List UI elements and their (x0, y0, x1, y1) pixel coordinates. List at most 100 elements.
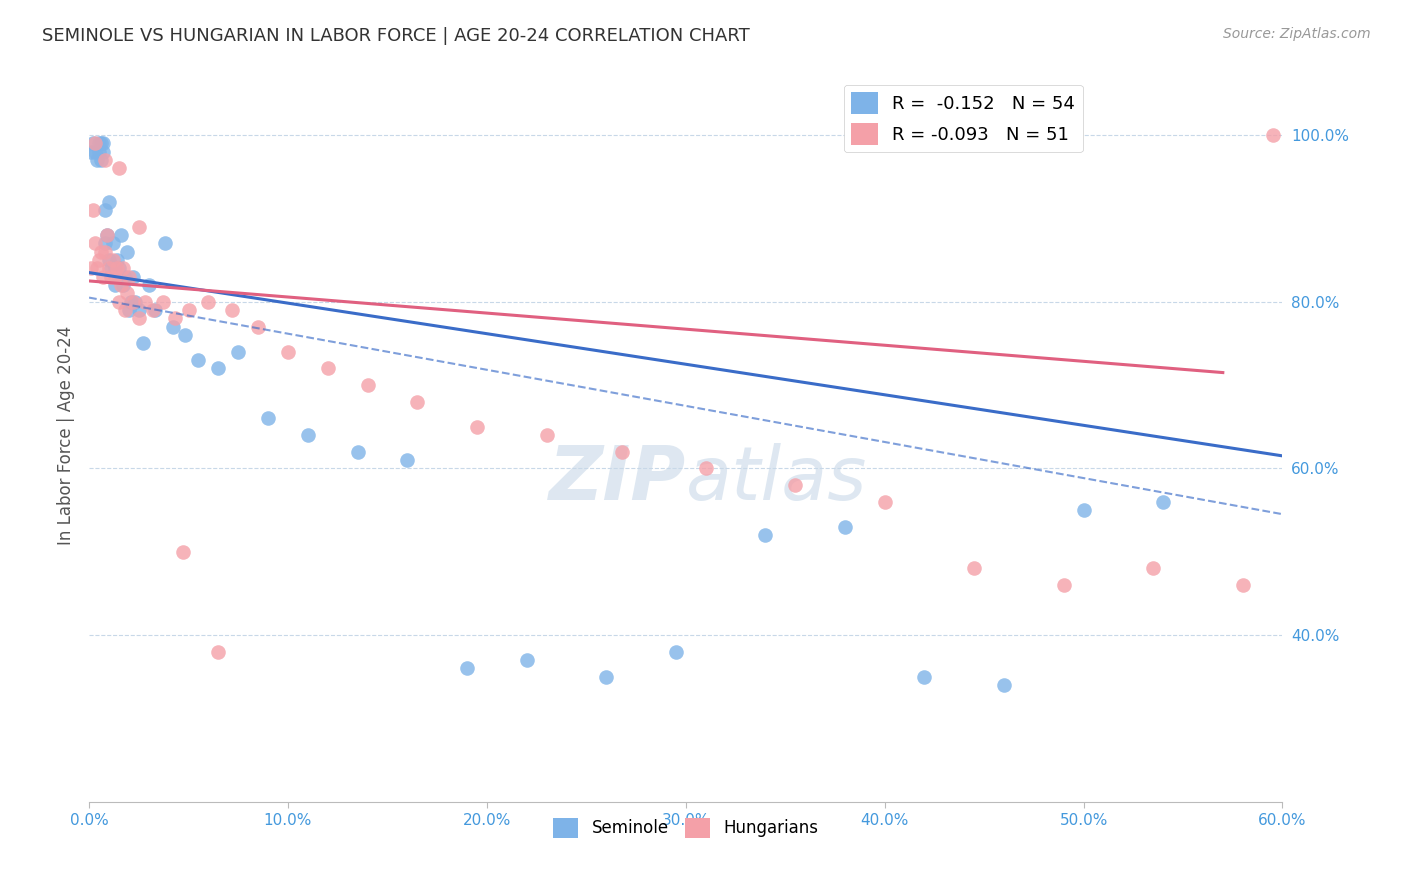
Point (536, 428, 558, 442)
Point (456, 661, 478, 675)
Point (96, 228, 118, 243)
Point (138, 278, 160, 293)
Point (101, 253, 124, 268)
Point (87, 253, 110, 268)
Point (914, 670, 936, 684)
Point (665, 645, 688, 659)
Point (108, 294, 131, 309)
Point (197, 294, 219, 309)
Point (115, 244, 138, 259)
Point (90, 244, 112, 259)
Point (94, 153, 117, 168)
Point (91, 145, 114, 159)
Point (120, 294, 142, 309)
Point (754, 528, 776, 542)
Point (247, 319, 270, 334)
Point (695, 461, 717, 475)
Point (114, 269, 136, 284)
Point (406, 394, 429, 409)
Point (94, 244, 117, 259)
Point (94, 203, 117, 218)
Point (84, 145, 107, 159)
Point (104, 278, 127, 293)
Point (104, 269, 127, 284)
Point (785, 478, 807, 492)
Point (110, 228, 132, 243)
Point (121, 269, 143, 284)
Point (90, 153, 112, 168)
Point (187, 353, 209, 368)
Point (100, 261, 122, 276)
Point (173, 328, 195, 343)
Point (316, 361, 339, 376)
Point (96, 228, 118, 243)
Point (993, 678, 1015, 692)
Point (143, 303, 166, 318)
Point (152, 294, 174, 309)
Point (97, 253, 120, 268)
Point (1142, 561, 1164, 575)
Point (465, 419, 488, 434)
Point (356, 378, 378, 392)
Point (108, 269, 131, 284)
Point (257, 411, 280, 425)
Point (91, 136, 114, 151)
Point (110, 278, 132, 293)
Point (121, 294, 143, 309)
Point (207, 361, 229, 376)
Text: SEMINOLE VS HUNGARIAN IN LABOR FORCE | AGE 20-24 CORRELATION CHART: SEMINOLE VS HUNGARIAN IN LABOR FORCE | A… (42, 27, 749, 45)
Point (111, 278, 134, 293)
Point (207, 645, 229, 659)
Point (595, 670, 617, 684)
Point (1053, 578, 1076, 592)
Point (834, 519, 856, 533)
Point (108, 261, 131, 276)
Point (297, 428, 319, 442)
Point (87, 136, 110, 151)
Point (104, 261, 127, 276)
Point (86, 153, 108, 168)
Point (105, 253, 128, 268)
Point (118, 303, 141, 318)
Point (105, 261, 128, 276)
Point (86, 261, 108, 276)
Text: Source: ZipAtlas.com: Source: ZipAtlas.com (1223, 27, 1371, 41)
Point (100, 269, 122, 284)
Point (172, 544, 194, 558)
Point (111, 261, 134, 276)
Point (80, 145, 103, 159)
Point (221, 303, 243, 318)
Point (115, 286, 138, 301)
Point (128, 311, 150, 326)
Point (516, 653, 538, 667)
Point (101, 236, 124, 251)
Point (134, 294, 156, 309)
Point (114, 303, 136, 318)
Point (80, 261, 103, 276)
Point (84, 136, 107, 151)
Point (153, 236, 176, 251)
Point (82, 203, 104, 218)
Point (226, 344, 249, 359)
Point (396, 453, 419, 467)
Point (177, 303, 200, 318)
Point (163, 311, 186, 326)
Point (90, 136, 112, 151)
Point (128, 219, 150, 234)
Point (346, 444, 368, 458)
Point (1232, 578, 1254, 592)
Point (132, 336, 155, 351)
Point (1261, 128, 1284, 143)
Point (610, 444, 633, 458)
Point (108, 161, 131, 176)
Point (128, 303, 150, 318)
Y-axis label: In Labor Force | Age 20-24: In Labor Force | Age 20-24 (58, 326, 75, 545)
Point (1152, 494, 1174, 508)
Point (1073, 503, 1095, 517)
Point (118, 269, 141, 284)
Legend: Seminole, Hungarians: Seminole, Hungarians (547, 811, 825, 845)
Point (91, 269, 114, 284)
Point (873, 494, 896, 508)
Point (277, 344, 299, 359)
Point (142, 303, 165, 318)
